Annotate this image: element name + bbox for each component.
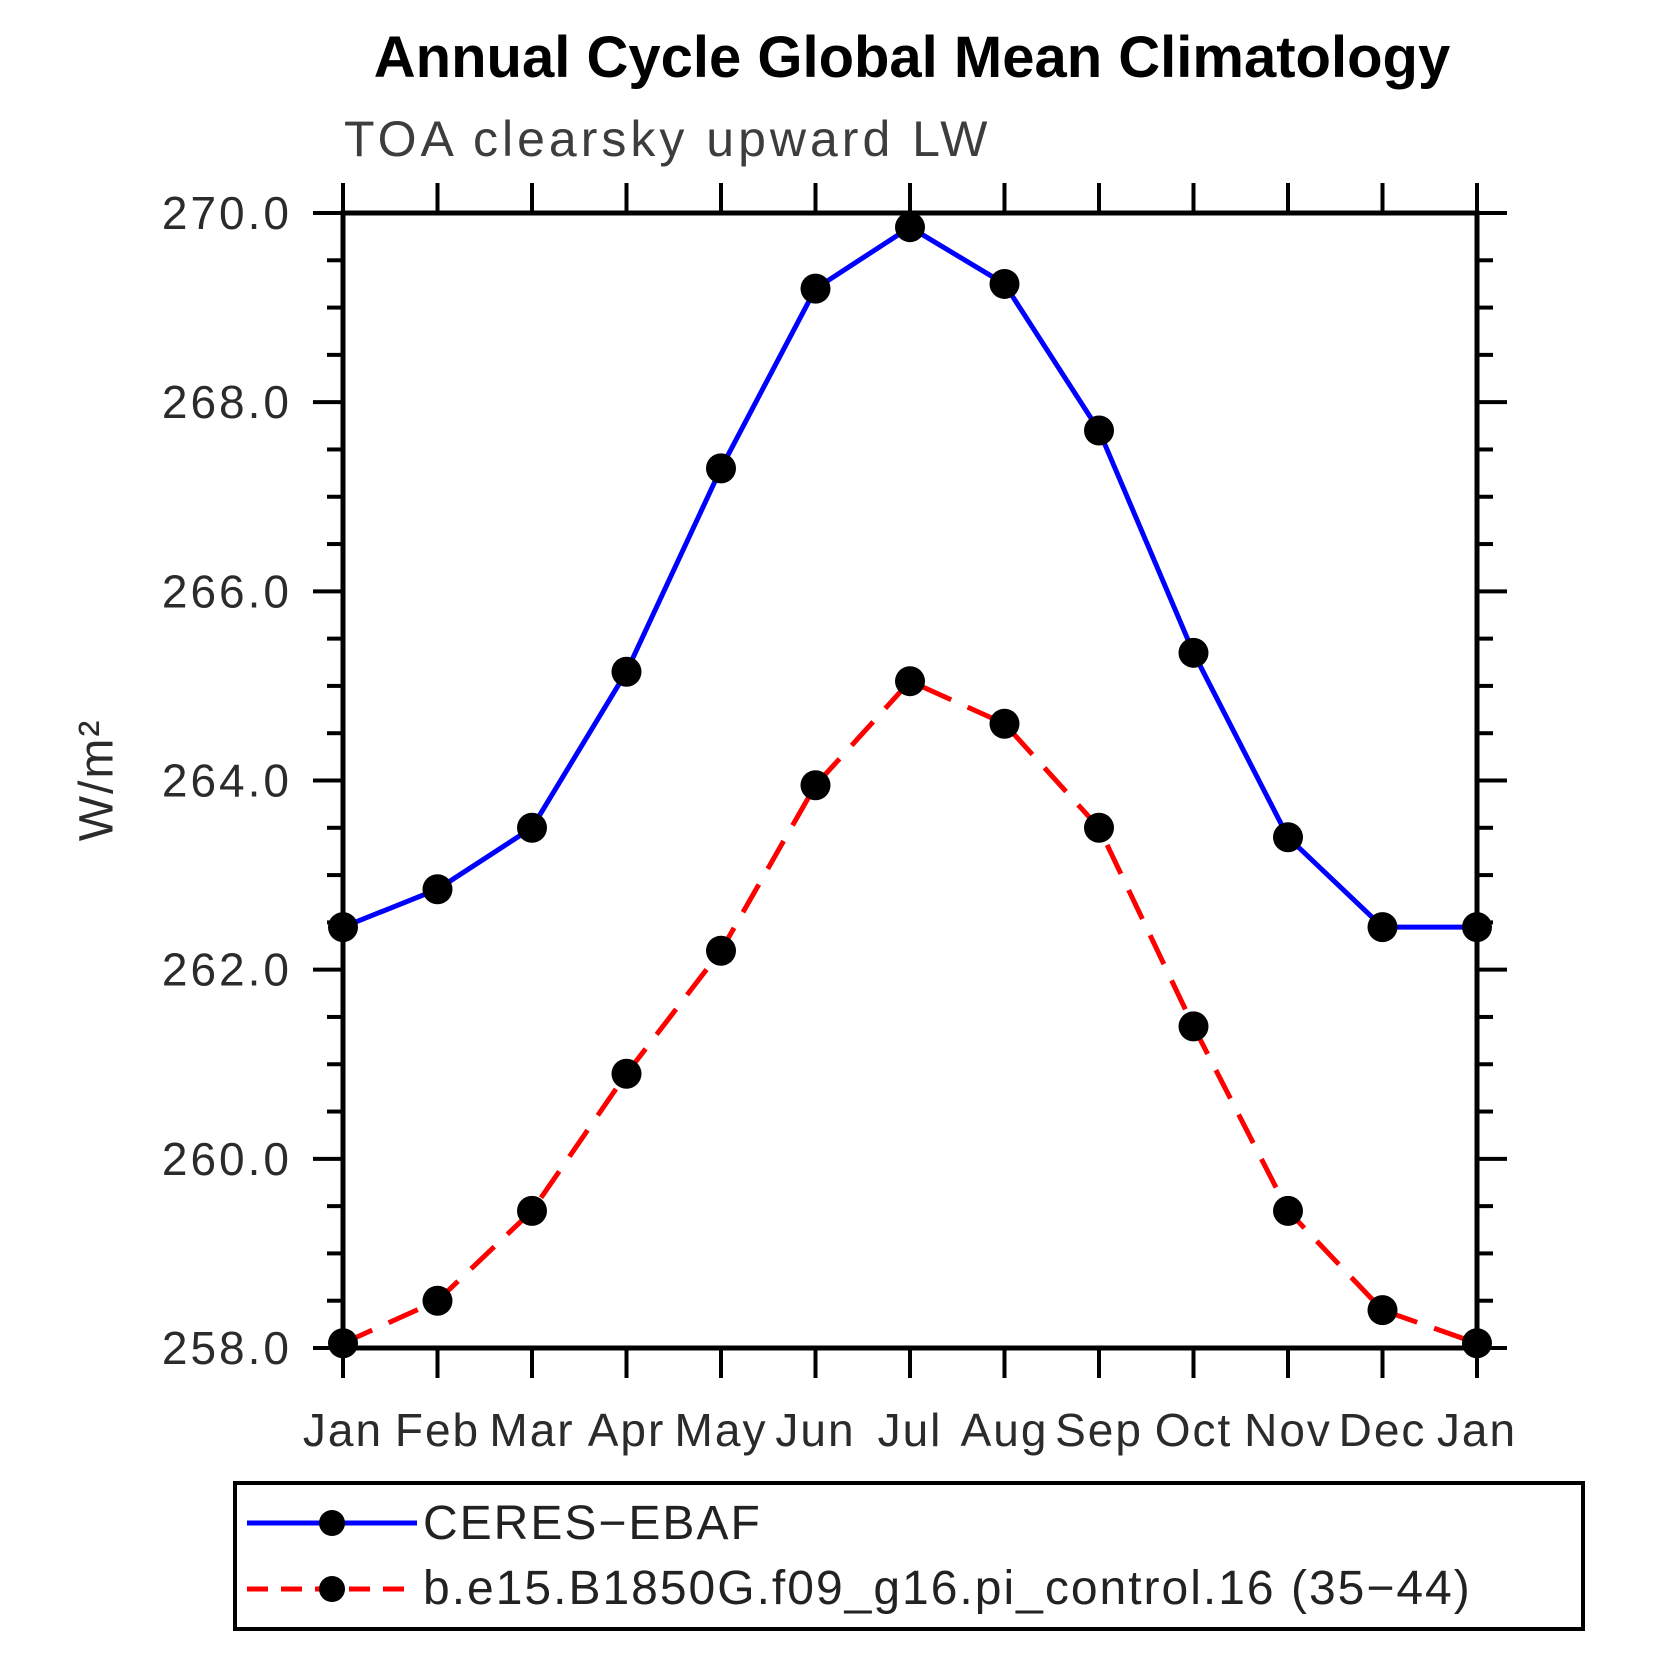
x-tick-label: Aug	[961, 1404, 1049, 1456]
x-tick-label: Mar	[489, 1404, 574, 1456]
y-tick-label: 264.0	[162, 755, 292, 807]
y-tick-label: 266.0	[162, 565, 292, 617]
x-tick-label: Apr	[588, 1404, 666, 1456]
data-point-marker	[1178, 637, 1209, 668]
data-point-marker	[1273, 822, 1303, 853]
data-point-marker	[706, 453, 736, 484]
legend-box: CERES−EBAF b.e15.B1850G.f09_g16.pi_contr…	[233, 1481, 1585, 1631]
legend-label-model: b.e15.B1850G.f09_g16.pi_control.16 (35−4…	[423, 1562, 1472, 1616]
data-point-marker	[1367, 912, 1398, 943]
data-point-marker	[611, 1058, 642, 1089]
y-tick-label: 260.0	[162, 1133, 292, 1185]
data-point-marker	[895, 212, 925, 243]
data-point-marker	[800, 770, 831, 801]
legend-label-observation: CERES−EBAF	[423, 1496, 762, 1550]
y-tick-label: 262.0	[162, 944, 292, 996]
data-point-marker	[422, 874, 453, 905]
data-point-marker	[328, 912, 358, 943]
x-tick-label: Jun	[775, 1404, 855, 1456]
data-point-marker	[517, 1195, 547, 1226]
x-tick-label: Dec	[1339, 1404, 1427, 1456]
data-point-marker	[1084, 812, 1114, 843]
legend-item-model: b.e15.B1850G.f09_g16.pi_control.16 (35−4…	[245, 1561, 1581, 1616]
data-point-marker	[895, 666, 925, 697]
data-point-marker	[706, 935, 736, 966]
y-tick-label: 258.0	[162, 1322, 292, 1374]
x-tick-label: Feb	[395, 1404, 480, 1456]
data-point-marker	[989, 268, 1020, 299]
chart-subtitle: TOA clearsky upward LW	[344, 111, 992, 167]
x-tick-label: Nov	[1244, 1404, 1332, 1456]
data-point-marker	[1178, 1011, 1209, 1042]
legend-item-observation: CERES−EBAF	[245, 1496, 1581, 1551]
data-point-marker	[517, 812, 547, 843]
x-tick-label: Oct	[1155, 1404, 1233, 1456]
x-tick-label: Sep	[1055, 1404, 1143, 1456]
legend-swatch-dashed-line-icon	[247, 1575, 417, 1602]
data-point-marker	[422, 1285, 453, 1316]
data-point-marker	[800, 273, 831, 304]
data-point-marker	[1273, 1195, 1303, 1226]
x-tick-label: Jan	[303, 1404, 383, 1456]
data-point-marker	[1462, 912, 1492, 943]
data-point-marker	[1367, 1295, 1398, 1326]
data-point-marker	[1084, 415, 1114, 446]
x-tick-label: Jan	[1437, 1404, 1517, 1456]
data-point-marker	[1462, 1328, 1492, 1359]
chart-title: Annual Cycle Global Mean Climatology	[373, 25, 1451, 90]
legend-swatch-solid-line-icon	[247, 1510, 417, 1537]
x-tick-label: Jul	[878, 1404, 943, 1456]
series-line-1	[341, 678, 1478, 1346]
y-tick-label: 270.0	[162, 187, 292, 239]
data-point-marker	[611, 656, 642, 687]
axis-frame	[340, 210, 1480, 1351]
series-line-0	[342, 224, 1477, 930]
y-tick-label: 268.0	[162, 376, 292, 428]
data-point-marker	[328, 1328, 358, 1359]
x-tick-label: May	[675, 1404, 768, 1456]
data-point-marker	[989, 708, 1020, 739]
